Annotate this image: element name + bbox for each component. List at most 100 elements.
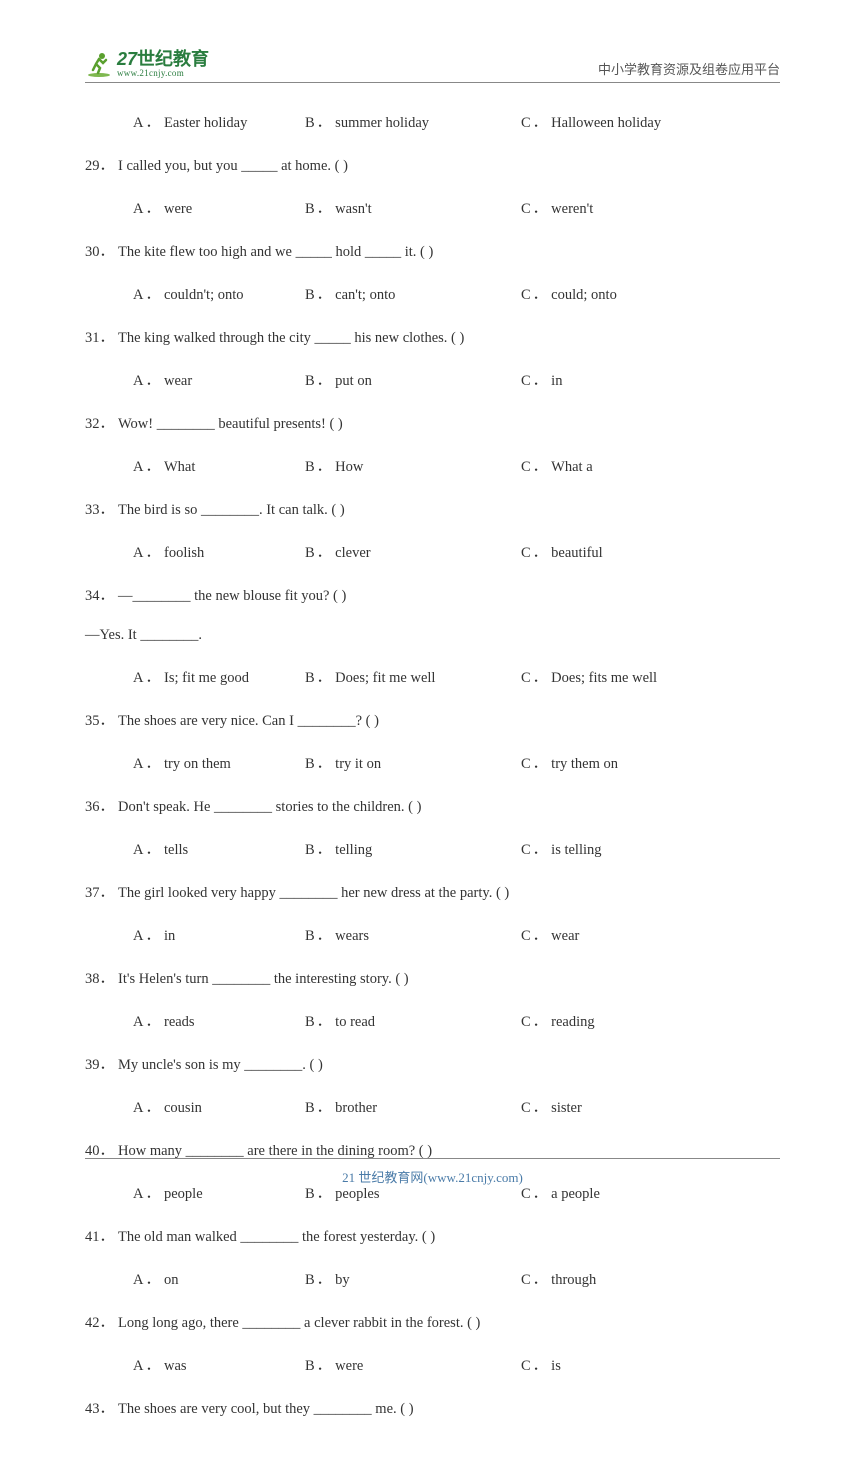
option-c[interactable]: C．reading [521,1010,780,1031]
option-c[interactable]: C．Does; fits me well [521,666,780,687]
option-c[interactable]: C．wear [521,924,780,945]
question-number: 31 [85,330,100,347]
option-separator: ． [145,283,160,304]
question-line: 39．My uncle's son is my ________. ( ) [85,1053,780,1074]
option-label: C [521,373,531,390]
option-label: A [133,201,143,218]
options-row: A．try on themB．try it onC．try them on [85,752,780,773]
option-c[interactable]: C．Halloween holiday [521,111,780,132]
option-separator: ． [145,197,160,218]
option-a[interactable]: A．reads [133,1010,305,1031]
option-text: put on [335,373,372,390]
option-text: in [164,928,175,945]
question-line: 43．The shoes are very cool, but they ___… [85,1397,780,1418]
option-c[interactable]: C．sister [521,1096,780,1117]
option-b[interactable]: B．summer holiday [305,111,521,132]
option-a[interactable]: A．What [133,455,305,476]
option-separator: ． [145,924,160,945]
option-a[interactable]: A．was [133,1354,305,1375]
option-text: people [164,1186,203,1203]
option-text: try it on [335,756,381,773]
options-row: A．WhatB．HowC．What a [85,455,780,476]
option-separator: ． [533,541,548,562]
option-text: telling [335,842,372,859]
option-a[interactable]: A．try on them [133,752,305,773]
option-text: Halloween holiday [551,115,661,132]
option-c[interactable]: C．is telling [521,838,780,859]
option-label: B [305,1014,315,1031]
question-line: 35．The shoes are very nice. Can I ______… [85,709,780,730]
option-c[interactable]: C．could; onto [521,283,780,304]
option-label: A [133,373,143,390]
option-b[interactable]: B．by [305,1268,521,1289]
option-c[interactable]: C．is [521,1354,780,1375]
option-b[interactable]: B．telling [305,838,521,859]
option-b[interactable]: B．brother [305,1096,521,1117]
option-separator: ． [533,283,548,304]
option-a[interactable]: A．tells [133,838,305,859]
option-text: Does; fit me well [335,670,435,687]
option-separator: ． [533,838,548,859]
option-c[interactable]: C．weren't [521,197,780,218]
question-separator: ． [100,1229,115,1245]
options-row: A．tellsB．tellingC．is telling [85,838,780,859]
option-separator: ． [317,369,332,390]
option-separator: ． [533,111,548,132]
option-a[interactable]: A．wear [133,369,305,390]
option-a[interactable]: A．Is; fit me good [133,666,305,687]
option-label: C [521,1100,531,1117]
option-c[interactable]: C．What a [521,455,780,476]
option-text: were [164,201,192,218]
option-a[interactable]: A．on [133,1268,305,1289]
question-separator: ． [100,244,115,260]
option-a[interactable]: A．cousin [133,1096,305,1117]
option-label: A [133,287,143,304]
option-text: wears [335,928,369,945]
option-separator: ． [317,838,332,859]
option-c[interactable]: C．try them on [521,752,780,773]
option-b[interactable]: B．wasn't [305,197,521,218]
question-number: 43 [85,1401,100,1418]
logo-area: 27世纪教育 www.21cnjy.com [85,50,209,78]
option-label: B [305,201,315,218]
option-text: Does; fits me well [551,670,657,687]
options-row: A．Easter holidayB．summer holidayC．Hallow… [85,111,780,132]
option-b[interactable]: B．How [305,455,521,476]
option-label: C [521,1358,531,1375]
option-text: peoples [335,1186,379,1203]
option-label: C [521,842,531,859]
option-label: B [305,545,315,562]
question-text: Wow! ________ beautiful presents! ( ) [118,416,343,432]
question-text: I called you, but you _____ at home. ( ) [118,158,348,174]
question-text: Don't speak. He ________ stories to the … [118,799,421,815]
option-c[interactable]: C．through [521,1268,780,1289]
option-text: clever [335,545,370,562]
option-a[interactable]: A．in [133,924,305,945]
option-c[interactable]: C．in [521,369,780,390]
option-a[interactable]: A．were [133,197,305,218]
logo-main-line: 27世纪教育 [117,50,209,69]
question-separator: ． [100,971,115,987]
option-b[interactable]: B．can't; onto [305,283,521,304]
option-text: on [164,1272,179,1289]
option-text: wasn't [335,201,371,218]
option-a[interactable]: A．foolish [133,541,305,562]
option-b[interactable]: B．try it on [305,752,521,773]
option-c[interactable]: C．beautiful [521,541,780,562]
page-footer: 21 世纪教育网(www.21cnjy.com) [85,1158,780,1186]
question-separator: ． [100,1143,115,1159]
option-b[interactable]: B．wears [305,924,521,945]
option-b[interactable]: B．were [305,1354,521,1375]
option-separator: ． [145,1354,160,1375]
option-b[interactable]: B．Does; fit me well [305,666,521,687]
option-text: What [164,459,195,476]
option-text: through [551,1272,596,1289]
option-separator: ． [533,455,548,476]
option-b[interactable]: B．put on [305,369,521,390]
option-a[interactable]: A．couldn't; onto [133,283,305,304]
option-label: A [133,756,143,773]
option-b[interactable]: B．clever [305,541,521,562]
option-b[interactable]: B．to read [305,1010,521,1031]
option-separator: ． [533,666,548,687]
option-a[interactable]: A．Easter holiday [133,111,305,132]
